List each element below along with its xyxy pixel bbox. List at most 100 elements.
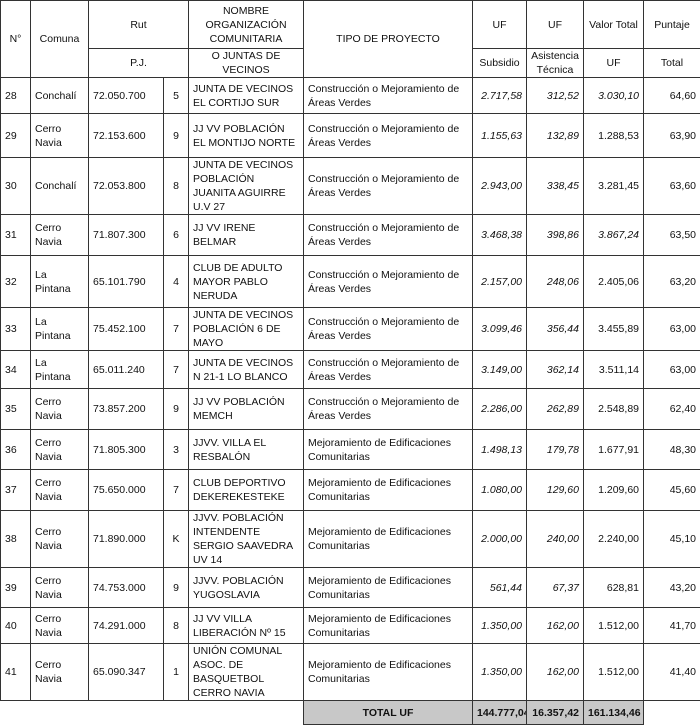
rut-dv: 9 xyxy=(164,568,189,608)
valor-total: 1.512,00 xyxy=(584,644,644,701)
rut: 65.011.240 xyxy=(89,351,164,389)
subsidio: 1.350,00 xyxy=(473,644,527,701)
subsidio: 2.000,00 xyxy=(473,511,527,568)
subsidio: 2.943,00 xyxy=(473,158,527,215)
organization: CLUB DEPORTIVO DEKEREKESTEKE xyxy=(189,470,304,511)
comuna: Cerro Navia xyxy=(31,215,89,256)
rut: 75.650.000 xyxy=(89,470,164,511)
subsidio: 3.099,46 xyxy=(473,308,527,351)
comuna: Cerro Navia xyxy=(31,511,89,568)
valor-total: 2.548,89 xyxy=(584,389,644,430)
rut-dv: 7 xyxy=(164,351,189,389)
rut-dv: 7 xyxy=(164,470,189,511)
organization: JJVV. VILLA EL RESBALÓN xyxy=(189,430,304,470)
header-cell: UF xyxy=(527,1,584,49)
subsidio: 2.157,00 xyxy=(473,256,527,308)
rut: 73.857.200 xyxy=(89,389,164,430)
asistencia: 240,00 xyxy=(527,511,584,568)
rut-dv: 9 xyxy=(164,114,189,158)
asistencia: 312,52 xyxy=(527,78,584,114)
row-number: 30 xyxy=(1,158,31,215)
rut-dv: 8 xyxy=(164,158,189,215)
organization: JJ VV POBLACIÓN MEMCH xyxy=(189,389,304,430)
puntaje: 63,00 xyxy=(644,308,700,351)
puntaje: 41,40 xyxy=(644,644,700,701)
valor-total: 2.240,00 xyxy=(584,511,644,568)
asistencia: 162,00 xyxy=(527,608,584,644)
rut: 74.753.000 xyxy=(89,568,164,608)
valor-total: 2.405,06 xyxy=(584,256,644,308)
valor-total: 3.867,24 xyxy=(584,215,644,256)
header-cell: Comuna xyxy=(31,1,89,78)
project-type: Construcción o Mejoramiento de Áreas Ver… xyxy=(304,351,473,389)
comuna: Cerro Navia xyxy=(31,568,89,608)
project-type: Construcción o Mejoramiento de Áreas Ver… xyxy=(304,114,473,158)
rut-dv: 7 xyxy=(164,308,189,351)
valor-total: 3.281,45 xyxy=(584,158,644,215)
rut: 71.805.300 xyxy=(89,430,164,470)
header-cell: TIPO DE PROYECTO xyxy=(304,1,473,78)
valor-total: 3.455,89 xyxy=(584,308,644,351)
row-number: 33 xyxy=(1,308,31,351)
organization: UNIÓN COMUNAL ASOC. DE BASQUETBOL CERRO … xyxy=(189,644,304,701)
comuna: Conchalí xyxy=(31,78,89,114)
asistencia: 362,14 xyxy=(527,351,584,389)
subsidio: 3.468,38 xyxy=(473,215,527,256)
rut: 71.890.000 xyxy=(89,511,164,568)
asistencia: 67,37 xyxy=(527,568,584,608)
subsidio: 1.155,63 xyxy=(473,114,527,158)
header-cell: Total xyxy=(644,49,700,78)
valor-total: 628,81 xyxy=(584,568,644,608)
comuna: Cerro Navia xyxy=(31,608,89,644)
project-type: Mejoramiento de Edificaciones Comunitari… xyxy=(304,608,473,644)
asistencia: 338,45 xyxy=(527,158,584,215)
puntaje: 63,00 xyxy=(644,351,700,389)
row-number: 31 xyxy=(1,215,31,256)
rut: 72.053.800 xyxy=(89,158,164,215)
blank-cell xyxy=(644,701,700,725)
puntaje: 63,60 xyxy=(644,158,700,215)
subsidio: 561,44 xyxy=(473,568,527,608)
comuna: Cerro Navia xyxy=(31,114,89,158)
project-type: Construcción o Mejoramiento de Áreas Ver… xyxy=(304,389,473,430)
subsidio: 3.149,00 xyxy=(473,351,527,389)
comuna: Cerro Navia xyxy=(31,644,89,701)
project-type: Mejoramiento de Edificaciones Comunitari… xyxy=(304,470,473,511)
organization: JUNTA DE VECINOS N 21-1 LO BLANCO xyxy=(189,351,304,389)
rut: 72.050.700 xyxy=(89,78,164,114)
row-number: 36 xyxy=(1,430,31,470)
valor-total: 3.030,10 xyxy=(584,78,644,114)
project-type: Construcción o Mejoramiento de Áreas Ver… xyxy=(304,78,473,114)
project-type: Construcción o Mejoramiento de Áreas Ver… xyxy=(304,308,473,351)
header-cell: UF xyxy=(473,1,527,49)
header-cell: N° xyxy=(1,1,31,78)
rut-dv: 4 xyxy=(164,256,189,308)
header-cell: Puntaje xyxy=(644,1,700,49)
rut-dv: 9 xyxy=(164,389,189,430)
rut-dv: 8 xyxy=(164,608,189,644)
header-cell: Valor Total xyxy=(584,1,644,49)
row-number: 32 xyxy=(1,256,31,308)
comuna: La Pintana xyxy=(31,256,89,308)
puntaje: 45,60 xyxy=(644,470,700,511)
project-type: Mejoramiento de Edificaciones Comunitari… xyxy=(304,568,473,608)
rut: 75.452.100 xyxy=(89,308,164,351)
valor-total: 3.511,14 xyxy=(584,351,644,389)
row-number: 28 xyxy=(1,78,31,114)
project-type: Construcción o Mejoramiento de Áreas Ver… xyxy=(304,158,473,215)
header-cell: Subsidio xyxy=(473,49,527,78)
asistencia: 129,60 xyxy=(527,470,584,511)
row-number: 41 xyxy=(1,644,31,701)
rut: 65.090.347 xyxy=(89,644,164,701)
organization: JUNTA DE VECINOS POBLACIÓN 6 DE MAYO xyxy=(189,308,304,351)
organization: JJ VV IRENE BELMAR xyxy=(189,215,304,256)
puntaje: 48,30 xyxy=(644,430,700,470)
comuna: Cerro Navia xyxy=(31,389,89,430)
